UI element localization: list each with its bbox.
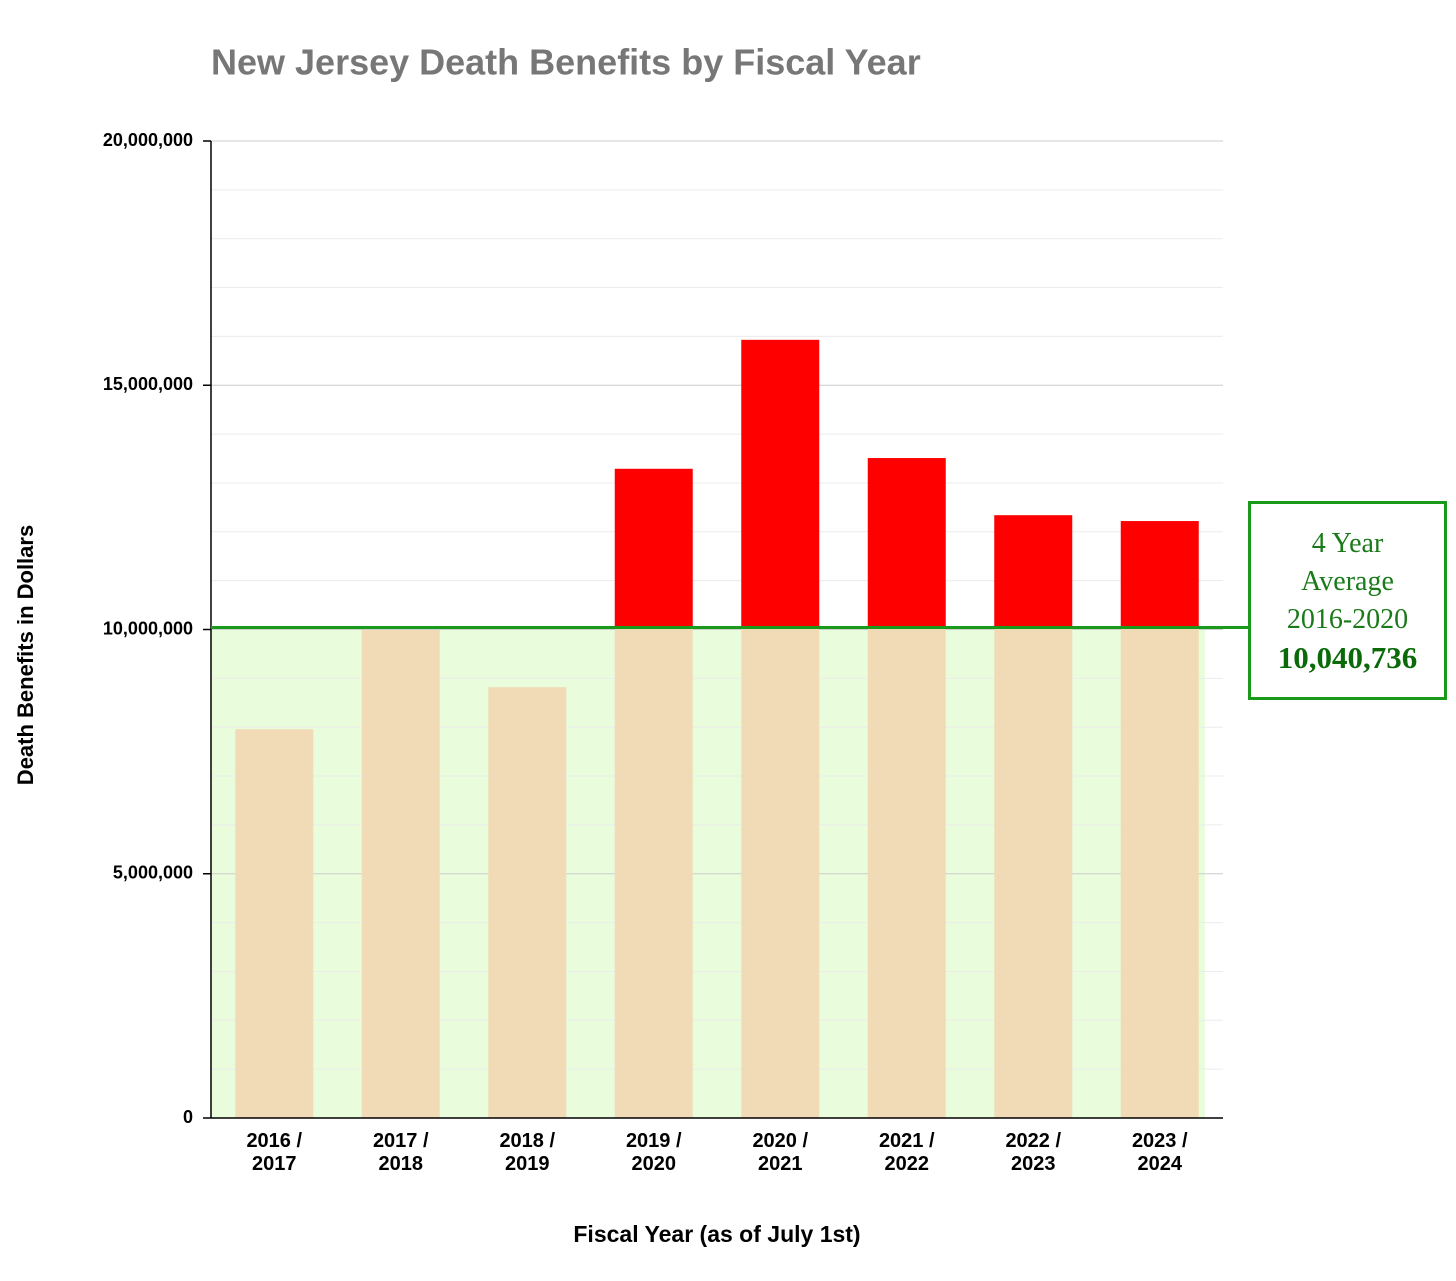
x-tick-label: 2020 / 2021 bbox=[752, 1130, 809, 1175]
bar bbox=[614, 627, 693, 1118]
y-tick-label: 15,000,000 bbox=[103, 374, 193, 394]
bar bbox=[994, 627, 1073, 1118]
x-tick-label: 2018 / 2019 bbox=[499, 1130, 556, 1175]
y-axis-label: Death Benefits in Dollars bbox=[13, 525, 38, 785]
y-tick-label: 10,000,000 bbox=[103, 618, 193, 638]
annotation-line: Average bbox=[1301, 565, 1394, 597]
bar bbox=[741, 627, 820, 1118]
x-tick-label: 2022 / 2023 bbox=[1005, 1130, 1062, 1175]
bar bbox=[1120, 627, 1199, 1118]
bar-above-average bbox=[1120, 521, 1199, 628]
bar-above-average bbox=[994, 515, 1073, 628]
bar bbox=[488, 687, 567, 1118]
average-value-label: 10,040,736 bbox=[1277, 639, 1418, 675]
bar-above-average bbox=[741, 339, 820, 628]
bar-above-average bbox=[867, 458, 946, 628]
bar bbox=[235, 729, 314, 1118]
x-tick-label: 2021 / 2022 bbox=[878, 1130, 935, 1175]
annotation-line: 2016-2020 bbox=[1286, 603, 1409, 635]
x-tick-label: 2017 / 2018 bbox=[372, 1130, 429, 1175]
average-annotation: 4 Year Average 2016-2020 10,040,736 bbox=[1248, 501, 1447, 700]
bar bbox=[361, 629, 440, 1118]
x-tick-label: 2023 / 2024 bbox=[1131, 1130, 1188, 1175]
x-tick-label: 2019 / 2020 bbox=[625, 1130, 682, 1175]
x-axis-label: Fiscal Year (as of July 1st) bbox=[573, 1221, 860, 1247]
y-tick-label: 0 bbox=[183, 1107, 193, 1127]
annotation-line: 4 Year bbox=[1311, 527, 1384, 559]
bar-above-average bbox=[614, 468, 693, 628]
y-tick-label: 20,000,000 bbox=[103, 130, 193, 150]
x-tick-label: 2016 / 2017 bbox=[246, 1130, 303, 1175]
y-tick-label: 5,000,000 bbox=[113, 863, 193, 883]
chart-title: New Jersey Death Benefits by Fiscal Year bbox=[211, 42, 921, 83]
bar bbox=[867, 627, 946, 1118]
